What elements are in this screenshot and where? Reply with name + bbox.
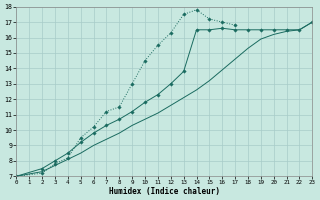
X-axis label: Humidex (Indice chaleur): Humidex (Indice chaleur) (109, 187, 220, 196)
